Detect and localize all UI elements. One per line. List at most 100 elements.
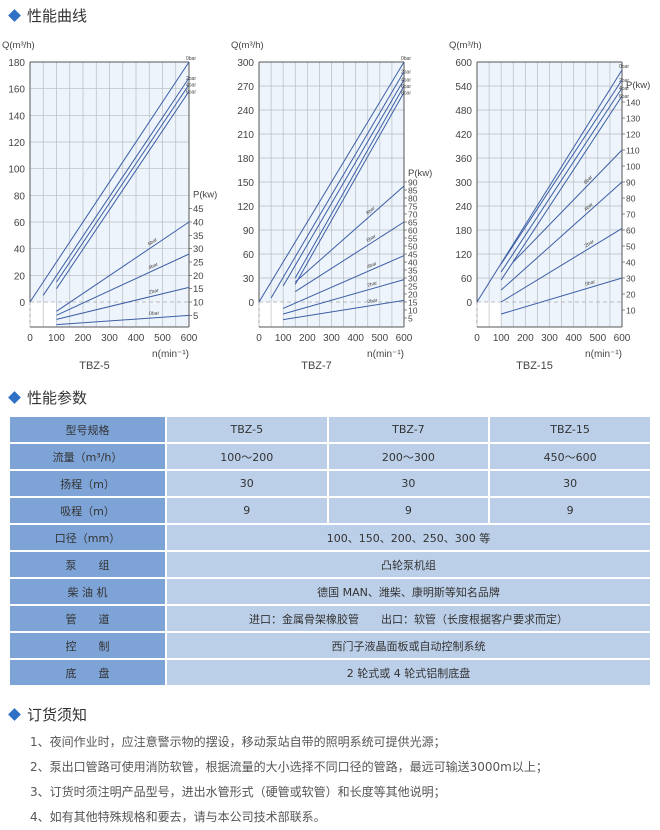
note-item: 1、夜间作业时，应注意警示物的摆设，移动泵站自带的照明系统可提供光源；: [30, 735, 446, 749]
table-cell: 凸轮泵机组: [165, 550, 652, 579]
section-title-params: 性能参数: [8, 387, 87, 408]
x-tick-label: 400: [347, 333, 364, 344]
y2-tick-label: 90: [626, 178, 636, 188]
table-cell: 9: [488, 496, 652, 525]
y-tick-label: 160: [8, 85, 25, 96]
y2-tick-label: 10: [408, 306, 418, 316]
y2-tick-label: 15: [193, 284, 204, 295]
y-tick-label: 240: [455, 202, 472, 213]
table-cell: 100、150、200、250、300 等: [165, 523, 652, 552]
x-tick-label: 0: [256, 333, 262, 344]
x-tick-label: 200: [75, 333, 92, 344]
y2-tick-label: 60: [626, 226, 636, 236]
x-tick-label: 200: [299, 333, 316, 344]
power-curve-label: 4bar: [583, 202, 595, 213]
flow-curve-0bar: [29, 61, 190, 303]
power-curve-0bar: [501, 277, 623, 315]
power-curve-label: 0bar: [149, 310, 160, 317]
row-label: 控 制: [8, 631, 167, 660]
power-curve-4bar: [282, 255, 405, 309]
y2-tick-label: 25: [408, 282, 418, 292]
x-tick-label: 300: [101, 333, 118, 344]
y-axis-label: Q(m³/h): [231, 40, 264, 51]
power-curve-label: 6bar: [583, 174, 595, 186]
table-row: 口径（mm） 100、150、200、250、300 等: [8, 523, 652, 552]
y-tick-label: 80: [14, 191, 26, 202]
x-tick-label: 500: [154, 333, 171, 344]
y-tick-label: 210: [237, 130, 254, 141]
row-label: 型号规格: [8, 415, 167, 444]
power-curve-6bar: [512, 149, 623, 263]
table-cell: 西门子液晶面板或自动控制系统: [165, 631, 652, 660]
power-curve-label: 2bar: [367, 280, 379, 289]
flow-curve-label: 6bar: [619, 94, 629, 100]
y2-tick-label: 30: [626, 274, 636, 284]
power-curve-4bar: [500, 181, 623, 291]
flow-curve-6bar: [56, 91, 190, 289]
y-tick-label: 180: [8, 58, 25, 69]
y2-tick-label: 35: [408, 266, 418, 276]
y-tick-label: 60: [14, 218, 26, 229]
table-cell: 9: [326, 496, 491, 525]
x-tick-label: 500: [371, 333, 388, 344]
y2-tick-label: 50: [408, 242, 418, 252]
flow-curve-8bar: [294, 92, 405, 285]
flow-curve-2bar: [270, 71, 405, 299]
y2-tick-label: 140: [626, 98, 640, 108]
power-curve-4bar: [56, 253, 190, 316]
note-item: 2、泵出口管路可使用消防软管，根据流量的大小选择不同口径的管路，最远可输送300…: [30, 760, 548, 774]
flow-curve-label: 6bar: [186, 89, 196, 95]
y2-tick-label: 80: [408, 194, 418, 204]
table-row: 控 制西门子液晶面板或自动控制系统: [8, 631, 652, 660]
power-curve-label: 6bar: [147, 237, 159, 248]
x-tick-label: 100: [275, 333, 292, 344]
x-tick-label: 100: [493, 333, 510, 344]
flow-curve-2bar: [42, 77, 190, 296]
y-tick-label: 600: [455, 58, 472, 69]
table-cell: 9: [165, 496, 329, 525]
y-tick-label: 180: [237, 154, 254, 165]
table-cell: TBZ-5: [165, 415, 329, 444]
y-tick-label: 100: [8, 165, 25, 176]
power-curve-label: 4bar: [366, 261, 378, 271]
flow-curve-6bar: [500, 95, 623, 281]
power-curve-6bar: [56, 221, 190, 312]
flow-curve-label: 6bar: [401, 84, 411, 90]
order-notes: 1、夜间作业时，应注意警示物的摆设，移动泵站自带的照明系统可提供光源； 2、泵出…: [30, 730, 548, 830]
x-tick-label: 400: [565, 333, 582, 344]
y-tick-label: 120: [455, 250, 472, 261]
y2-tick-label: 5: [193, 311, 198, 322]
y-tick-label: 300: [455, 178, 472, 189]
y2-tick-label: 80: [626, 194, 636, 204]
diamond-bullet-icon: [8, 9, 21, 22]
y2-tick-label: 40: [408, 258, 418, 268]
table-row: 泵 组凸轮泵机组: [8, 550, 652, 579]
y2-tick-label: 50: [626, 242, 636, 252]
power-curve-2bar: [500, 227, 623, 303]
y2-axis-label: P(kw): [408, 168, 432, 179]
y-tick-label: 360: [455, 154, 472, 165]
y-tick-label: 120: [8, 138, 25, 149]
y2-tick-label: 65: [408, 218, 418, 228]
y-tick-label: 120: [237, 202, 254, 213]
y2-tick-label: 110: [626, 146, 640, 156]
y-axis-label: Q(m³/h): [2, 40, 35, 51]
flow-curve-2bar: [500, 79, 623, 265]
y2-tick-label: 120: [626, 130, 640, 140]
x-tick-label: 600: [181, 333, 198, 344]
table-cell: 30: [326, 469, 491, 498]
flow-curve-label: 2bar: [186, 76, 196, 82]
y2-tick-label: 20: [408, 290, 418, 300]
power-curve-8bar: [294, 185, 405, 283]
y2-tick-label: 60: [408, 226, 418, 236]
y2-tick-label: 15: [408, 298, 418, 308]
row-label: 底 盘: [8, 658, 167, 687]
x-tick-label: 200: [517, 333, 534, 344]
flow-curve-label: 0bar: [619, 64, 629, 70]
table-cell: 450～600: [488, 442, 652, 471]
row-label: 扬程（m）: [8, 469, 167, 498]
power-curve-label: 6bar: [366, 233, 378, 244]
y2-tick-label: 45: [193, 204, 204, 215]
y-tick-label: 540: [455, 82, 472, 93]
